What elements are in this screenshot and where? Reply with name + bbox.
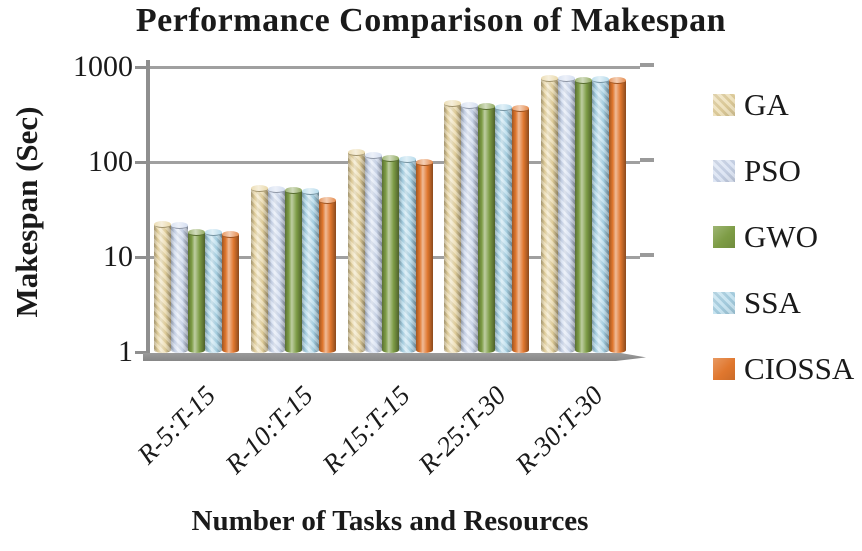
bar-pso-r-30-t-30: [558, 75, 576, 353]
legend-swatch-ssa: [713, 292, 735, 314]
bar-ga-r-10-t-15: [250, 184, 268, 353]
bar-ga-r-30-t-30: [541, 74, 559, 353]
y-axis-tick: [135, 161, 148, 164]
legend-label-ssa: SSA: [744, 285, 801, 320]
y-axis-tick: [135, 256, 148, 259]
gridline-3d-nub: [640, 253, 654, 257]
bar-ssa-r-5-t-15: [205, 228, 222, 353]
bar-gwo-r-10-t-15: [284, 186, 302, 353]
bar-gwo-r-5-t-15: [188, 228, 205, 353]
bar-ciossa-r-15-t-15: [415, 159, 433, 353]
legend-label-ciossa: CIOSSA: [744, 351, 855, 386]
legend-swatch-gwo: [713, 226, 735, 248]
bar-cap: [381, 155, 399, 163]
x-axis-title: Number of Tasks and Resources: [191, 505, 589, 537]
x-tick-label: R-15:T-15: [315, 380, 416, 480]
bar-ga-r-25-t-30: [444, 99, 462, 353]
legend-item-gwo: GWO: [713, 219, 819, 254]
gridline-3d-nub: [640, 63, 654, 67]
legend-label-gwo: GWO: [744, 219, 819, 254]
x-tick-label: R-30:T-30: [509, 380, 609, 480]
x-tick-label: R-25:T-30: [412, 380, 513, 480]
legend-label-pso: PSO: [744, 153, 801, 188]
gridline: [148, 66, 640, 69]
y-tick-label: 1: [118, 335, 133, 368]
bar-cap: [558, 75, 576, 83]
chart-title: Performance Comparison of Makespan: [135, 2, 727, 39]
bar-cap: [461, 101, 479, 109]
x-tick-label: R-5:T-15: [131, 380, 222, 470]
bar-pso-r-25-t-30: [461, 101, 479, 353]
bar-pso-r-15-t-15: [364, 152, 382, 353]
gridline-3d-nub: [640, 158, 654, 162]
bar-ga-r-15-t-15: [347, 149, 365, 353]
legend-item-ga: GA: [713, 87, 789, 122]
y-axis-tick: [135, 66, 148, 69]
bar-cap: [398, 156, 416, 164]
bar-cap: [609, 77, 627, 85]
bar-pso-r-10-t-15: [267, 186, 285, 353]
bar-cap: [347, 149, 365, 157]
chart-floor: [143, 353, 646, 361]
bar-cap: [301, 187, 319, 195]
bar-cap: [188, 228, 205, 236]
bar-cap: [205, 228, 222, 236]
bar-cap: [495, 104, 513, 112]
bar-ga-r-5-t-15: [154, 220, 171, 353]
bar-ssa-r-25-t-30: [495, 104, 513, 353]
legend-swatch-ga: [713, 94, 735, 116]
bar-cap: [478, 103, 496, 111]
bar-cap: [364, 152, 382, 160]
y-axis-tick: [135, 351, 148, 354]
bar-cap: [592, 76, 610, 84]
bar-ssa-r-30-t-30: [592, 76, 610, 353]
legend-label-ga: GA: [744, 87, 789, 122]
bar-gwo-r-30-t-30: [575, 76, 593, 353]
legend-item-ssa: SSA: [713, 285, 801, 320]
legend-swatch-ciossa: [713, 358, 735, 380]
bar-cap: [575, 76, 593, 84]
bar-cap: [284, 186, 302, 194]
bar-ciossa-r-25-t-30: [512, 105, 530, 353]
bar-cap: [512, 105, 530, 113]
bar-ssa-r-15-t-15: [398, 156, 416, 353]
bar-cap: [154, 220, 171, 228]
bar-ciossa-r-5-t-15: [222, 230, 239, 353]
bar-cap: [267, 186, 285, 194]
bar-gwo-r-25-t-30: [478, 103, 496, 353]
bar-cap: [171, 222, 188, 230]
y-axis-line: [146, 60, 150, 361]
bar-cap: [541, 74, 559, 82]
y-tick-label: 100: [88, 145, 133, 178]
legend-item-pso: PSO: [713, 153, 801, 188]
bar-cap: [222, 230, 239, 238]
legend-item-ciossa: CIOSSA: [713, 351, 855, 386]
bar-cap: [318, 196, 336, 204]
x-tick-label: R-10:T-15: [219, 380, 319, 480]
bar-ciossa-r-30-t-30: [609, 77, 627, 353]
bar-cap: [250, 184, 268, 192]
bar-gwo-r-15-t-15: [381, 155, 399, 353]
y-tick-label: 1000: [73, 50, 133, 83]
y-tick-label: 10: [103, 240, 133, 273]
bar-ciossa-r-10-t-15: [318, 196, 336, 353]
legend-swatch-pso: [713, 160, 735, 182]
bar-pso-r-5-t-15: [171, 222, 188, 353]
bar-cap: [415, 159, 433, 167]
bar-cap: [444, 99, 462, 107]
bar-ssa-r-10-t-15: [301, 187, 319, 353]
